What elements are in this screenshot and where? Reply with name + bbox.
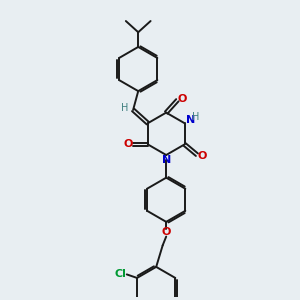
Text: N: N <box>186 115 196 125</box>
Text: H: H <box>192 112 200 122</box>
Text: O: O <box>197 151 207 161</box>
Text: H: H <box>121 103 129 113</box>
Text: O: O <box>178 94 187 104</box>
Text: O: O <box>161 227 171 237</box>
Text: N: N <box>162 155 171 165</box>
Text: O: O <box>123 140 133 149</box>
Text: Cl: Cl <box>114 269 126 279</box>
